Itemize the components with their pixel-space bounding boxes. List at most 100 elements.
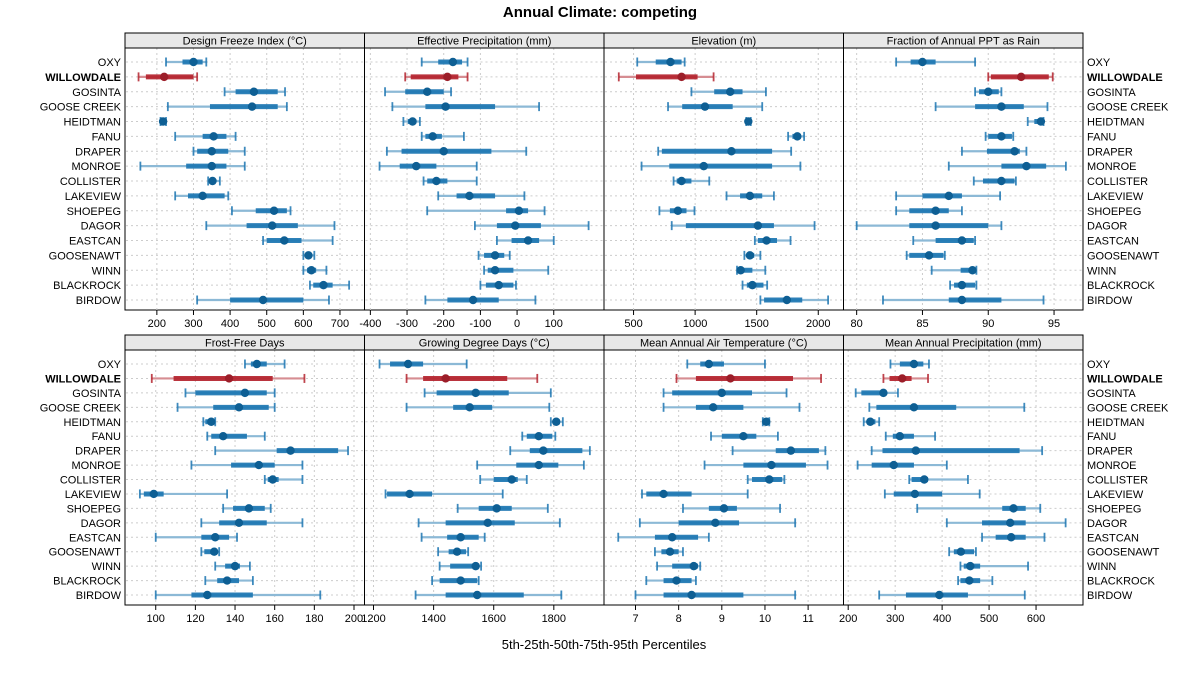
- median-dot: [765, 475, 774, 484]
- median-dot: [931, 221, 940, 230]
- site-label-right: GOOSENAWT: [1087, 547, 1160, 559]
- row-winn: [483, 265, 550, 275]
- row-birdow: [196, 295, 330, 305]
- median-dot: [198, 191, 207, 201]
- row-gosinta: [854, 388, 899, 398]
- median-dot: [719, 504, 729, 513]
- row-collister: [207, 176, 221, 186]
- site-label-left: BIRDOW: [76, 295, 122, 307]
- axis-tick-label: -200: [433, 318, 455, 330]
- median-dot: [514, 206, 524, 215]
- row-eastcan: [496, 236, 555, 245]
- row-blackrock: [957, 576, 994, 586]
- median-dot: [673, 206, 683, 215]
- median-dot: [1016, 72, 1026, 82]
- row-goose-creek: [166, 102, 288, 112]
- row-fanu: [710, 431, 779, 441]
- site-label-right: HEIDTMAN: [1087, 417, 1145, 429]
- row-blackrock: [645, 576, 697, 586]
- median-dot: [911, 446, 921, 455]
- median-dot: [209, 132, 218, 141]
- site-label-right: BLACKROCK: [1087, 280, 1156, 292]
- site-label-right: GOOSE CREEK: [1087, 402, 1169, 414]
- row-willowdale: [675, 373, 822, 383]
- axis-tick-label: 500: [624, 318, 642, 330]
- panel-header-label: Fraction of Annual PPT as Rain: [887, 36, 1040, 48]
- row-winn: [656, 561, 702, 571]
- median-dot: [423, 87, 432, 96]
- row-oxy: [686, 359, 766, 369]
- median-dot: [666, 57, 675, 67]
- row-lakeview: [641, 489, 749, 499]
- median-dot: [767, 460, 776, 470]
- median-dot: [439, 147, 448, 156]
- median-dot: [471, 561, 480, 571]
- median-dot: [895, 431, 905, 441]
- row-shoepeg: [682, 503, 781, 513]
- row-shoepeg: [658, 206, 696, 216]
- median-dot: [745, 191, 755, 201]
- site-label-left: BIRDOW: [76, 590, 122, 602]
- median-dot: [405, 489, 414, 499]
- row-goose-creek: [176, 402, 276, 412]
- median-dot: [403, 359, 413, 369]
- row-dagor: [200, 518, 304, 528]
- panel-header-label: Elevation (m): [691, 36, 756, 48]
- median-dot: [412, 161, 421, 171]
- row-oxy: [244, 359, 286, 369]
- median-dot: [997, 176, 1006, 186]
- median-dot: [659, 489, 668, 499]
- site-label-left: DRAPER: [75, 446, 121, 458]
- axis-tick-label: 500: [980, 613, 998, 625]
- row-fanu: [787, 131, 805, 141]
- row-heidtman: [402, 117, 421, 126]
- row-shoepeg: [895, 206, 963, 216]
- row-winn: [930, 265, 978, 275]
- row-lakeview: [174, 191, 230, 201]
- row-draper: [870, 446, 1044, 456]
- row-monroe: [947, 161, 1067, 171]
- axis-tick-label: 1600: [481, 613, 505, 625]
- median-dot: [667, 533, 677, 542]
- median-dot: [218, 431, 228, 441]
- axis-tick-label: -300: [396, 318, 418, 330]
- row-birdow: [634, 590, 797, 600]
- panel-header-label: Design Freeze Index (°C): [183, 36, 307, 48]
- site-label-left: EASTCAN: [69, 236, 121, 248]
- row-lakeview: [883, 489, 981, 499]
- median-dot: [909, 359, 919, 369]
- site-label-left: WINN: [92, 265, 121, 277]
- median-dot: [208, 176, 217, 186]
- axis-tick-label: 8: [676, 613, 682, 625]
- axis-tick-label: -400: [359, 318, 381, 330]
- median-dot: [244, 504, 254, 513]
- median-dot: [452, 547, 462, 556]
- row-collister: [263, 475, 304, 484]
- row-lakeview: [725, 191, 775, 201]
- median-dot: [782, 295, 792, 305]
- median-dot: [786, 446, 796, 455]
- axis-tick-label: 80: [851, 318, 863, 330]
- site-label-left: BLACKROCK: [53, 280, 122, 292]
- row-lakeview: [437, 191, 526, 201]
- site-label-right: FANU: [1087, 131, 1116, 143]
- axis-tick-label: 300: [184, 318, 202, 330]
- axis-tick-label: 400: [933, 613, 951, 625]
- row-dagor: [417, 518, 561, 528]
- median-dot: [224, 374, 234, 383]
- axis-tick-label: 1500: [744, 318, 768, 330]
- row-willowdale: [987, 72, 1054, 82]
- median-dot: [428, 132, 437, 141]
- median-dot: [203, 590, 212, 600]
- row-lakeview: [895, 191, 1001, 201]
- row-birdow: [154, 590, 322, 600]
- row-blackrock: [309, 280, 351, 290]
- median-dot: [924, 251, 934, 260]
- median-dot: [717, 388, 727, 398]
- row-willowdale: [405, 373, 539, 383]
- panel-header: [843, 32, 1084, 49]
- axis-tick-label: 400: [221, 318, 239, 330]
- row-draper: [192, 146, 246, 156]
- row-dagor: [670, 221, 816, 231]
- row-willowdale: [882, 373, 929, 383]
